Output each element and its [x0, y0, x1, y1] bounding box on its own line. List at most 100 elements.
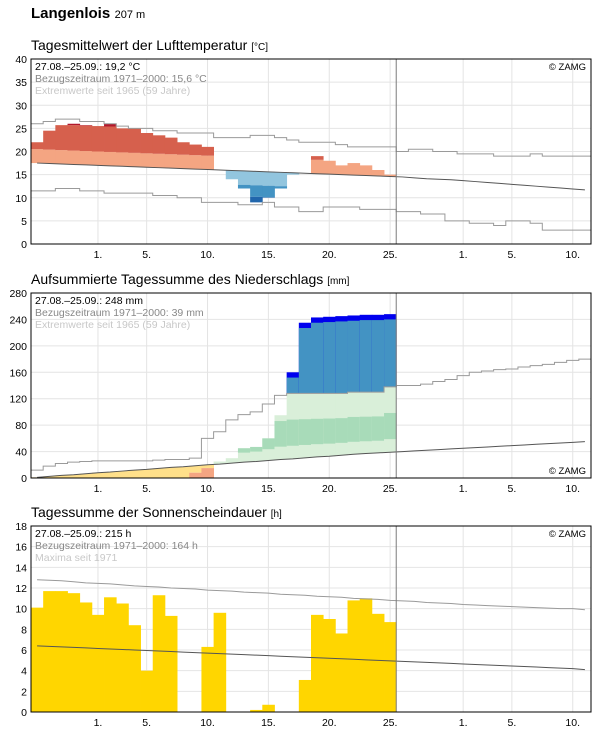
precipitation-title-text: Aufsummierte Tagessumme des Niederschlag…	[31, 271, 324, 287]
y-tick-label: 0	[21, 239, 27, 251]
temp-bar-cold-light	[286, 172, 300, 175]
y-tick-label: 14	[15, 562, 27, 574]
y-tick-label: 5	[21, 216, 27, 228]
legend-entry: Bezugszeitraum 1971–2000: 15,6 °C	[35, 73, 207, 85]
plot-frame	[30, 525, 592, 713]
y-tick-label: 280	[9, 288, 27, 300]
y-tick-label: 40	[15, 447, 27, 459]
sunshine-bar	[311, 614, 324, 712]
x-tick-label: 25.	[383, 249, 398, 261]
y-tick-label: 2	[21, 686, 27, 698]
x-tick-label: 5.	[142, 717, 151, 729]
sunshine-bar	[104, 597, 117, 712]
y-tick-label: 120	[9, 394, 27, 406]
precip-bar-deficit	[79, 473, 93, 478]
copyright-label: © ZAMG	[549, 466, 586, 477]
y-tick-label: 20	[15, 147, 27, 159]
precip-bar-record	[384, 314, 397, 387]
precip-bar-deficit	[140, 469, 154, 478]
temp-bar-light	[31, 149, 44, 164]
x-tick-label: 20.	[322, 483, 337, 495]
sunshine-bar	[201, 646, 215, 712]
temp-bar-cold-light	[274, 172, 288, 187]
temperature-unit: [°C]	[251, 42, 268, 53]
temp-bar-hot	[67, 123, 81, 126]
temp-bar-cold-mid	[274, 186, 288, 189]
x-tick-label: 1.	[459, 249, 468, 261]
temp-bar-light	[43, 149, 56, 164]
precip-bar-record-inner	[347, 320, 361, 393]
precip-bar-above-light	[237, 448, 251, 463]
temp-bar-dark	[104, 126, 117, 152]
precip-bar-record	[323, 316, 336, 394]
temp-bar-light	[116, 152, 129, 167]
precip-bar-above-light	[359, 392, 373, 454]
sunshine-bar	[67, 593, 81, 712]
precip-bar-record	[371, 314, 385, 393]
temp-bar-light	[189, 155, 202, 170]
precip-bar-deficit	[67, 474, 81, 478]
precip-bar-deficit	[55, 475, 68, 478]
precip-bar-above	[384, 412, 397, 440]
sunshine-bar	[359, 598, 373, 712]
precip-bar-above-light	[323, 393, 336, 457]
sunshine-bar	[298, 679, 312, 712]
copyright-label: © ZAMG	[549, 62, 586, 73]
y-tick-label: 0	[21, 707, 27, 719]
temp-bar-light	[371, 170, 385, 177]
temp-bar-light	[335, 165, 348, 175]
precip-bar-above-light	[298, 393, 312, 458]
chart-temperature: 0 5 10 15 20 25 30 35 40 1. 5. 10. 15. 20. 25. 1. 5. 10. 2…	[15, 54, 592, 261]
precip-bar-below-inner	[201, 468, 215, 478]
station-elevation: 207 m	[114, 9, 146, 21]
precip-bar-above	[250, 446, 263, 452]
precip-bar-above	[286, 419, 300, 446]
temp-bar-light	[91, 151, 105, 166]
legend-entry: Extremwerte seit 1965 (59 Jahre)	[35, 319, 190, 331]
temp-bar-light	[359, 165, 373, 176]
precip-bar-above-light	[384, 386, 397, 453]
temp-bar-light	[104, 151, 117, 166]
extreme-max-line	[31, 118, 591, 157]
legend-entry: Extremwerte seit 1965 (59 Jahre)	[35, 85, 190, 97]
temp-bar-dark	[201, 146, 215, 156]
temp-bar-cold-light	[225, 170, 239, 180]
maxima-line	[37, 579, 585, 611]
sunshine-bar	[116, 603, 129, 712]
sunshine-bar	[140, 670, 154, 712]
x-tick-label: 25.	[383, 717, 398, 729]
y-tick-label: 80	[15, 420, 27, 432]
temp-bar-light	[55, 150, 68, 164]
y-tick-label: 15	[15, 170, 27, 182]
precip-bar-deficit	[91, 472, 105, 478]
y-tick-label: 35	[15, 77, 27, 89]
precip-bar-above	[323, 418, 336, 444]
precip-bar-deficit	[104, 472, 117, 478]
sunshine-bar	[55, 591, 68, 712]
precip-bar-above	[311, 418, 324, 445]
temp-bar-dark	[128, 128, 141, 153]
sunshine-bar	[250, 709, 263, 712]
sunshine-bar	[31, 607, 44, 712]
temp-bar-dark	[116, 128, 129, 153]
y-tick-label: 8	[21, 624, 27, 636]
y-tick-label: 0	[21, 473, 27, 485]
precip-bar-record-inner	[371, 320, 385, 393]
temp-bar-light	[128, 152, 141, 167]
x-tick-label: 5.	[507, 483, 516, 495]
precip-bar-deficit	[152, 468, 166, 478]
precip-bar-record	[347, 315, 361, 393]
precip-bar-above	[371, 416, 385, 441]
x-tick-label: 5.	[507, 249, 516, 261]
precip-bar-deficit	[43, 476, 56, 478]
plot-frame	[30, 292, 592, 479]
plot-frame	[30, 58, 592, 245]
precip-bar-above	[262, 438, 275, 450]
extreme-min-line	[31, 188, 591, 231]
x-tick-label: 10.	[565, 483, 580, 495]
temperature-title-text: Tagesmittelwert der Lufttemperatur	[31, 37, 248, 53]
precip-bar-above-light	[225, 458, 239, 464]
temp-bar-light	[347, 163, 361, 176]
y-tick-label: 18	[15, 521, 27, 533]
x-tick-label: 10.	[565, 249, 580, 261]
